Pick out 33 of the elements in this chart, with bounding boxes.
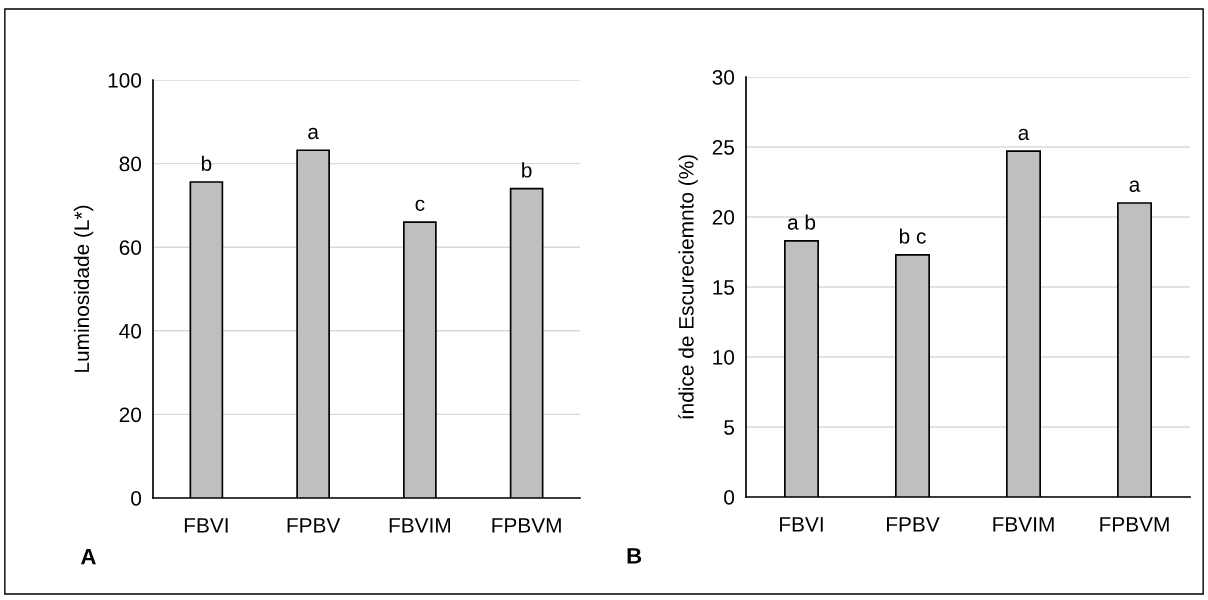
text: B	[627, 548, 642, 564]
text: A	[80, 548, 96, 565]
annotation: a b	[787, 214, 816, 230]
x-tick-label: FBVI	[780, 517, 823, 532]
x-tick-label: FBVIM	[389, 518, 450, 533]
annotation: a	[1018, 128, 1030, 141]
y-axis-title: Luminosidade (L*)	[73, 205, 94, 372]
y-tick-label: 5	[724, 420, 735, 435]
x-tick-label: FPBV	[887, 517, 940, 532]
y-tick-label: 0	[131, 491, 142, 506]
y-axis-title: índice de Escureciemnto (%)	[678, 155, 698, 419]
y-tick-label: 15	[713, 280, 735, 295]
y-tick-label: 20	[712, 210, 735, 225]
x-tick-label: FBVIM	[993, 517, 1054, 532]
x-tick-label: FPBVM	[1100, 517, 1169, 532]
y-tick-label: 10	[713, 350, 735, 365]
y-tick-label: 60	[119, 240, 142, 255]
annotation: b	[201, 155, 212, 171]
annotation: b c	[899, 228, 926, 244]
y-tick-label: 25	[712, 140, 735, 155]
y-tick-label: 0	[724, 490, 735, 505]
annotation: a	[308, 127, 319, 140]
x-tick-label: FPBVM	[492, 518, 561, 533]
y-tick-label: 30	[712, 70, 735, 85]
annotation: b	[522, 162, 532, 178]
x-tick-label: FBVI	[184, 518, 228, 533]
y-tick-label: 40	[119, 323, 142, 339]
y-tick-label: 100	[108, 73, 142, 88]
annotation: c	[415, 199, 425, 212]
x-tick-label: FPBV	[287, 518, 341, 533]
annotation: a	[1129, 180, 1141, 192]
y-tick-label: 20	[119, 407, 142, 423]
y-tick-label: 80	[119, 156, 142, 172]
